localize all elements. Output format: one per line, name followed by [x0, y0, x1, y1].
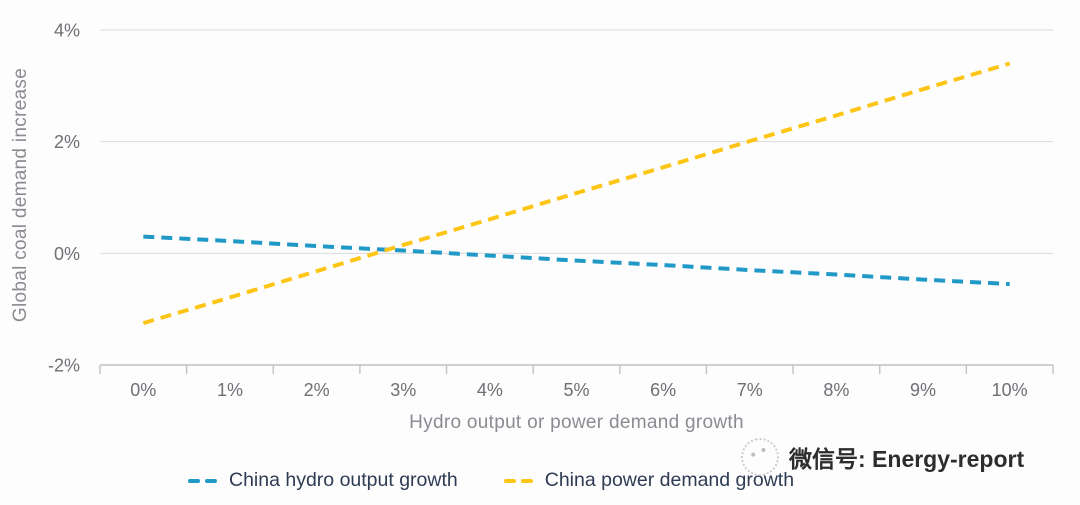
x-tick-label: 3%	[390, 380, 416, 400]
y-tick-label: -2%	[48, 356, 80, 376]
legend-item-china-hydro-output-growth: China hydro output growth	[188, 469, 458, 492]
x-tick-label: 2%	[304, 380, 330, 400]
x-tick-label: 10%	[992, 380, 1028, 400]
dashed-line-swatch-blue-icon	[188, 478, 217, 483]
watermark: 微信号: Energy-report	[736, 433, 1025, 481]
y-tick-label: 0%	[54, 244, 80, 264]
x-tick-label: 7%	[737, 380, 763, 400]
x-axis-title: Hydro output or power demand growth	[409, 412, 744, 433]
x-tick-label: 5%	[563, 380, 589, 400]
x-tick-label: 6%	[650, 380, 676, 400]
legend: China hydro output growth China power de…	[188, 469, 794, 492]
legend-label: China power demand growth	[544, 469, 795, 491]
x-tick-label: 9%	[910, 380, 936, 400]
legend-item-china-power-demand-growth: China power demand growth	[503, 469, 795, 492]
y-tick-label: 4%	[54, 21, 80, 41]
wechat-icon	[736, 433, 784, 481]
legend-label: China hydro output growth	[229, 469, 458, 491]
y-axis-title: Global coal demand increase	[10, 67, 31, 323]
series-line-china-power-demand-growth	[142, 61, 1011, 326]
y-tick-label: 2%	[54, 132, 80, 152]
watermark-text: 微信号: Energy-report	[789, 446, 1025, 472]
x-tick-label: 4%	[477, 380, 503, 400]
dashed-line-swatch-yellow-icon	[503, 478, 533, 483]
x-tick-label: 1%	[217, 380, 243, 400]
x-tick-label: 0%	[130, 380, 156, 400]
series-line-china-hydro-output-growth	[143, 234, 1010, 287]
x-tick-label: 8%	[823, 380, 849, 400]
